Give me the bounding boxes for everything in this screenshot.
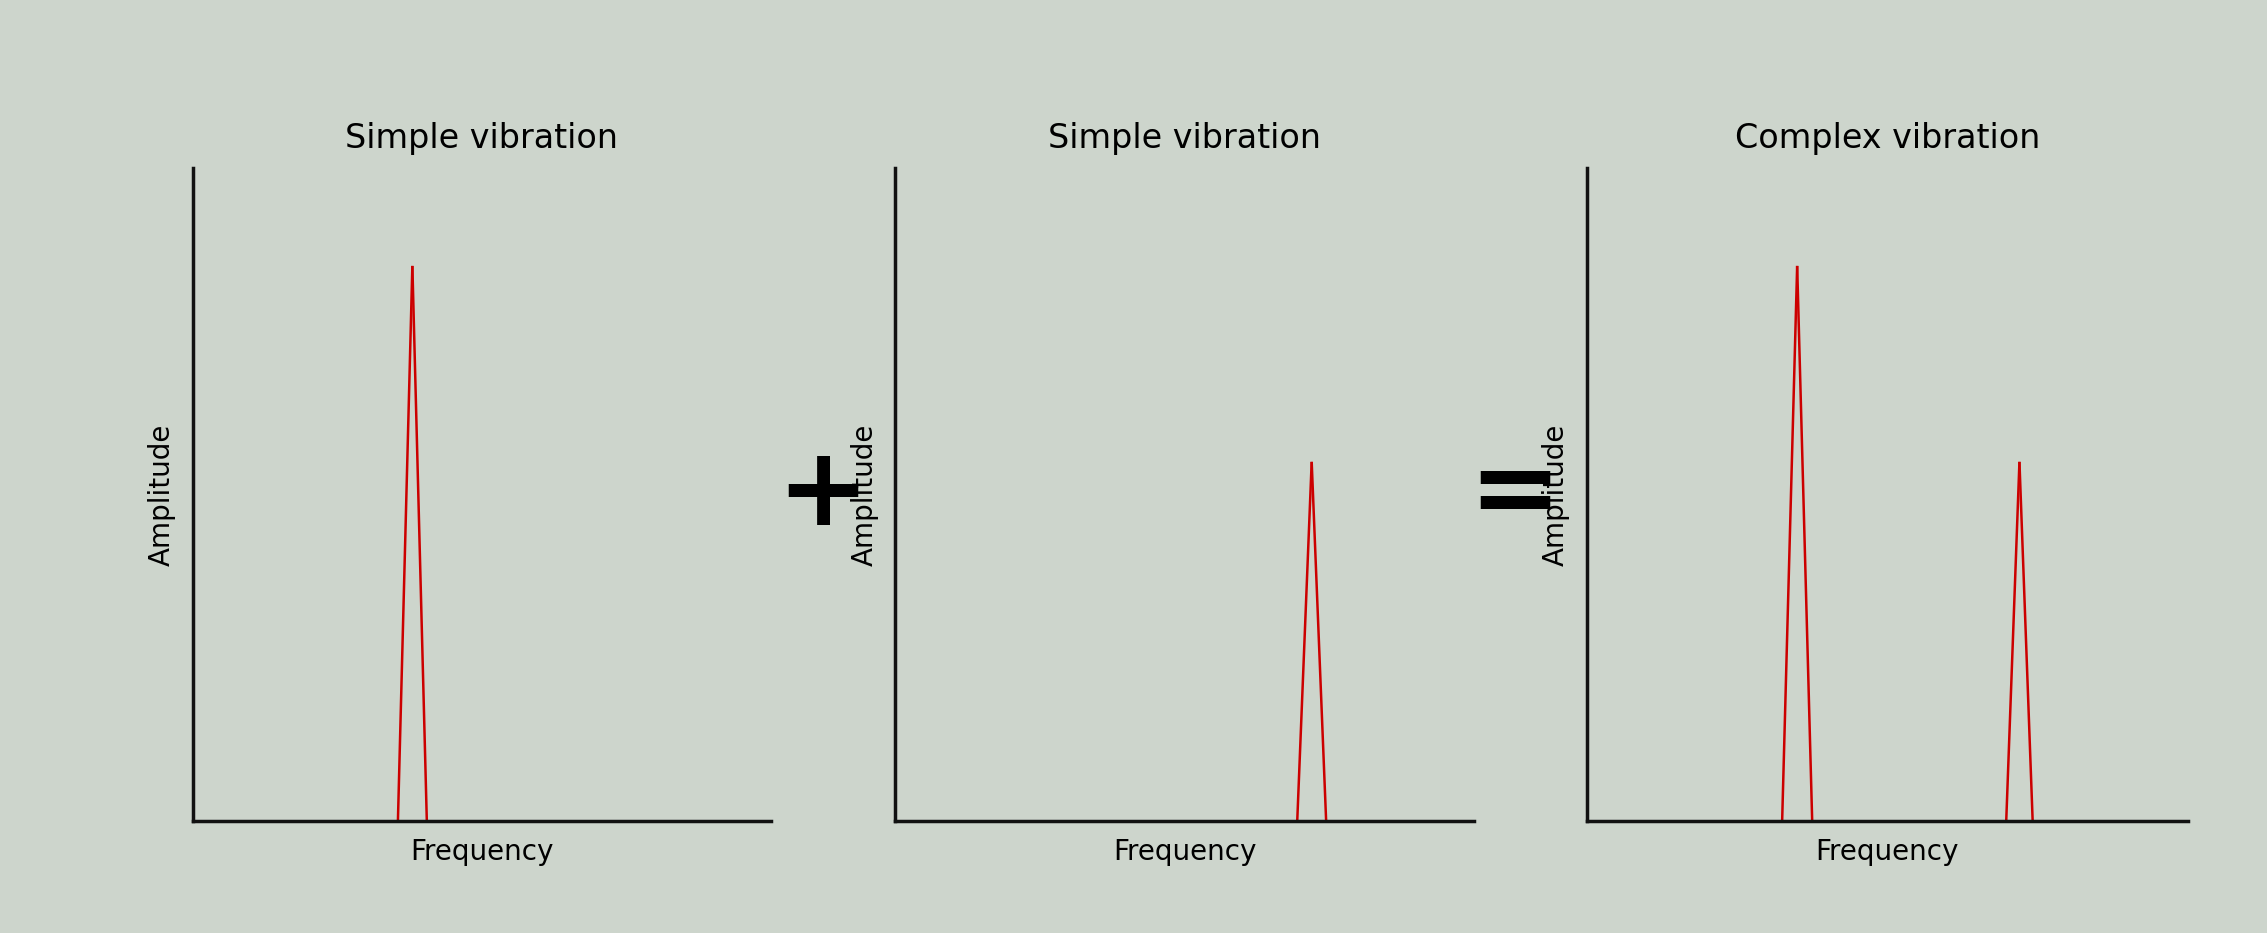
Title: Simple vibration: Simple vibration [345,122,619,156]
Text: =: = [1467,441,1562,548]
X-axis label: Frequency: Frequency [1113,838,1256,866]
Title: Complex vibration: Complex vibration [1734,122,2040,156]
Y-axis label: Amplitude: Amplitude [850,424,880,565]
Y-axis label: Amplitude: Amplitude [147,424,177,565]
Text: +: + [775,441,871,548]
Y-axis label: Amplitude: Amplitude [1542,424,1571,565]
X-axis label: Frequency: Frequency [1816,838,1959,866]
X-axis label: Frequency: Frequency [410,838,553,866]
Title: Simple vibration: Simple vibration [1047,122,1322,156]
